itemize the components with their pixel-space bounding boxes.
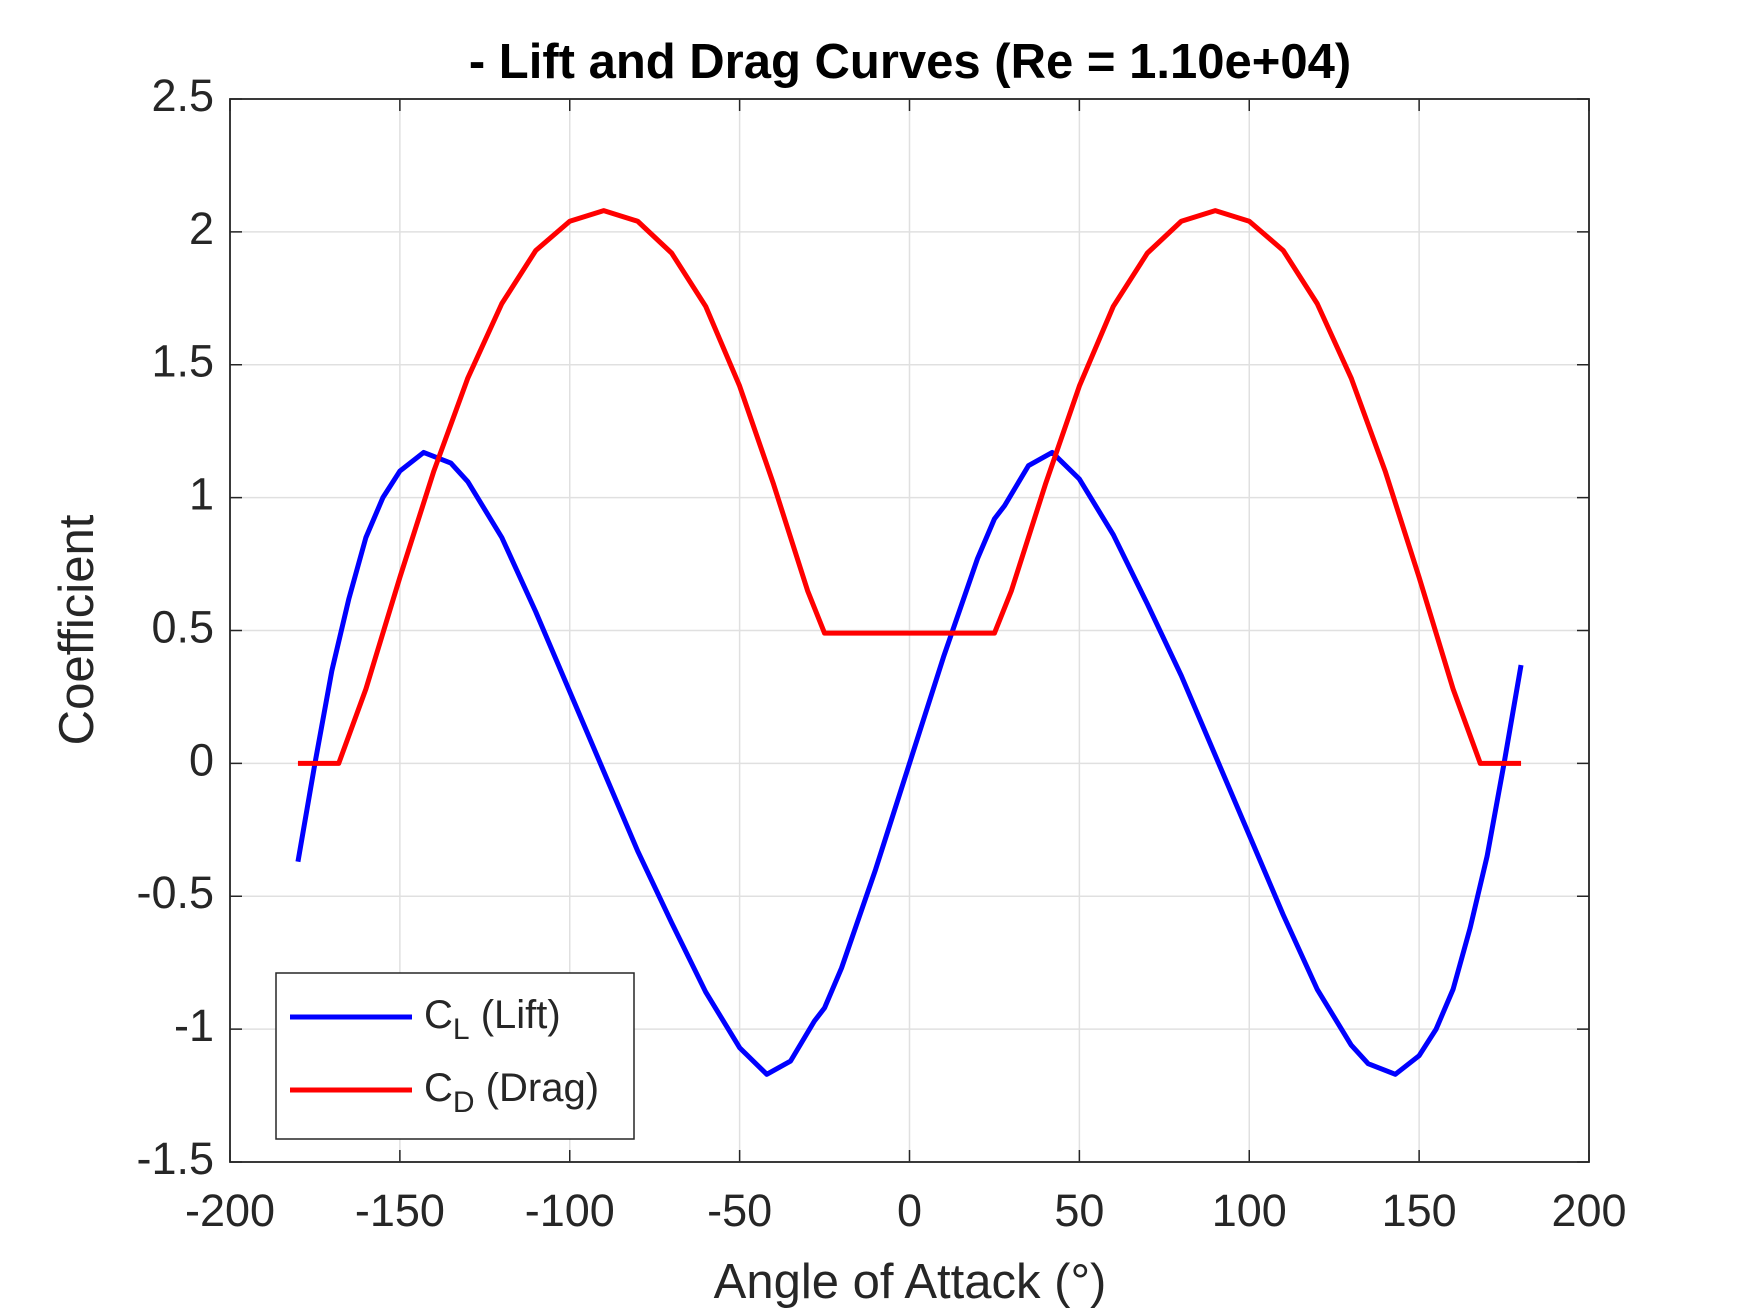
legend-label: CL (Lift) bbox=[424, 993, 561, 1046]
x-tick-label: -100 bbox=[525, 1185, 615, 1236]
x-tick-label: -200 bbox=[185, 1185, 275, 1236]
legend-label: CD (Drag) bbox=[424, 1066, 599, 1119]
y-tick-label: -0.5 bbox=[136, 867, 214, 918]
y-tick-label: -1.5 bbox=[136, 1133, 214, 1184]
y-axis-label: Coefficient bbox=[50, 514, 104, 745]
legend-box bbox=[275, 972, 635, 1140]
x-tick-label: -50 bbox=[707, 1185, 772, 1236]
data-line bbox=[297, 208, 1522, 766]
x-tick-label: -150 bbox=[355, 1185, 445, 1236]
x-tick-label: 0 bbox=[897, 1185, 922, 1236]
y-tick-label: 1.5 bbox=[151, 336, 214, 387]
x-tick-label: 150 bbox=[1382, 1185, 1457, 1236]
y-tick-label: 1 bbox=[189, 469, 214, 520]
data-line bbox=[295, 449, 1524, 1077]
y-tick-label: -1 bbox=[174, 1000, 214, 1051]
x-tick-label: 200 bbox=[1551, 1185, 1626, 1236]
x-tick-label: 50 bbox=[1054, 1185, 1104, 1236]
y-tick-label: 0 bbox=[189, 734, 214, 785]
x-axis-label: Angle of Attack (°) bbox=[714, 1255, 1107, 1309]
y-tick-label: 0.5 bbox=[151, 601, 214, 652]
x-tick-label: 100 bbox=[1212, 1185, 1287, 1236]
chart-title: - Lift and Drag Curves (Re = 1.10e+04) bbox=[469, 35, 1351, 89]
y-tick-label: 2 bbox=[189, 203, 214, 254]
y-tick-label: 2.5 bbox=[151, 70, 214, 121]
plot-frame bbox=[229, 98, 1590, 1163]
